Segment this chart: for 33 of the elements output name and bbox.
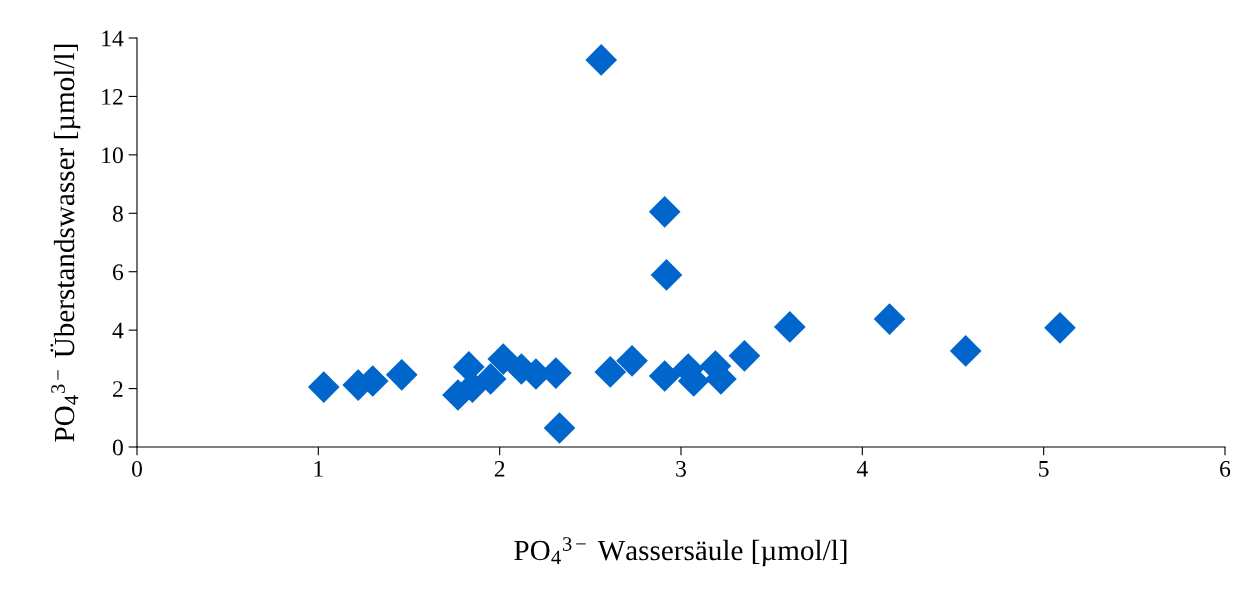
point bbox=[949, 335, 982, 367]
x-tick-label: 0 bbox=[132, 460, 142, 477]
y-tick-label: 12 bbox=[102, 88, 123, 105]
point bbox=[487, 343, 520, 375]
y-tick-label: 0 bbox=[112, 439, 123, 456]
y-tick-label: 2 bbox=[113, 381, 123, 397]
point bbox=[594, 356, 627, 388]
y-tick-label: 14 bbox=[102, 30, 124, 47]
point bbox=[873, 303, 906, 335]
point bbox=[1044, 311, 1076, 344]
x-tick-label: 1 bbox=[314, 460, 323, 477]
point bbox=[616, 344, 648, 377]
x-tick-label: 2 bbox=[494, 460, 505, 477]
y-axis-title: PO$_{4}$$^{3−}$ Überstandswasser [µmol/l] bbox=[50, 44, 81, 442]
point bbox=[543, 412, 576, 444]
x-tick-label: 3 bbox=[676, 460, 686, 477]
x-tick-label: 4 bbox=[856, 461, 868, 477]
point bbox=[585, 44, 618, 76]
point bbox=[474, 363, 507, 395]
point bbox=[648, 195, 681, 228]
y-tick-label: 10 bbox=[102, 147, 123, 164]
point bbox=[648, 360, 681, 392]
point bbox=[385, 359, 418, 391]
x-tick-label: 5 bbox=[1039, 461, 1049, 477]
y-tick-label: 6 bbox=[113, 264, 124, 281]
y-tick-label: 4 bbox=[112, 322, 124, 339]
point bbox=[728, 340, 761, 372]
point bbox=[307, 371, 340, 403]
x-tick-label: 6 bbox=[1220, 460, 1231, 477]
y-tick-label: 8 bbox=[112, 205, 123, 222]
x-axis-title: PO$_{4}$$^{3−}$ Wassersäule [µmol/l] bbox=[514, 537, 847, 567]
point bbox=[773, 311, 806, 343]
point bbox=[650, 259, 683, 291]
